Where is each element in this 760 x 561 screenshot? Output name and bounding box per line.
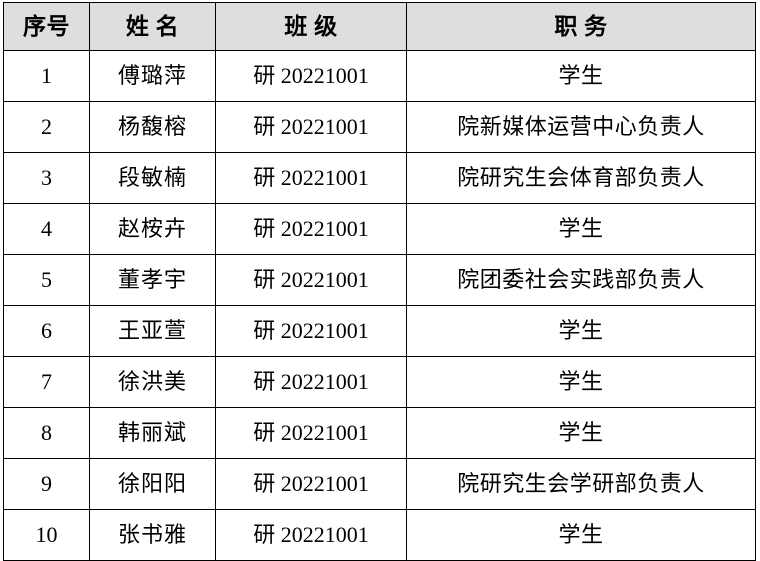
cell-name: 韩丽斌 xyxy=(89,407,216,459)
table-header: 序号 姓 名 班 级 职 务 xyxy=(3,2,756,51)
cell-index: 4 xyxy=(3,203,90,255)
cell-class: 研 20221001 xyxy=(215,356,407,408)
table-row: 10 张书雅 研 20221001 学生 xyxy=(3,509,756,561)
cell-name: 董孝宇 xyxy=(89,254,216,306)
cell-role: 学生 xyxy=(406,356,756,408)
cell-class: 研 20221001 xyxy=(215,407,407,459)
cell-class: 研 20221001 xyxy=(215,203,407,255)
cell-class: 研 20221001 xyxy=(215,254,407,306)
cell-role: 院研究生会学研部负责人 xyxy=(406,458,756,510)
cell-name: 傅璐萍 xyxy=(89,50,216,102)
cell-name: 王亚萱 xyxy=(89,305,216,357)
cell-name: 徐洪美 xyxy=(89,356,216,408)
cell-role: 学生 xyxy=(406,50,756,102)
cell-role: 学生 xyxy=(406,305,756,357)
table-body: 1 傅璐萍 研 20221001 学生 2 杨馥榕 研 20221001 院新媒… xyxy=(3,50,756,561)
table-row: 8 韩丽斌 研 20221001 学生 xyxy=(3,407,756,459)
cell-role: 院研究生会体育部负责人 xyxy=(406,152,756,204)
cell-role: 学生 xyxy=(406,407,756,459)
cell-role: 学生 xyxy=(406,203,756,255)
table-row: 9 徐阳阳 研 20221001 院研究生会学研部负责人 xyxy=(3,458,756,510)
student-roster-table: 序号 姓 名 班 级 职 务 1 傅璐萍 研 20221001 学生 2 杨馥榕… xyxy=(3,2,756,561)
cell-name: 杨馥榕 xyxy=(89,101,216,153)
cell-class: 研 20221001 xyxy=(215,101,407,153)
cell-role: 院新媒体运营中心负责人 xyxy=(406,101,756,153)
table-header-row: 序号 姓 名 班 级 职 务 xyxy=(3,2,756,51)
cell-index: 3 xyxy=(3,152,90,204)
cell-index: 9 xyxy=(3,458,90,510)
table-row: 1 傅璐萍 研 20221001 学生 xyxy=(3,50,756,102)
table-row: 2 杨馥榕 研 20221001 院新媒体运营中心负责人 xyxy=(3,101,756,153)
column-header-index: 序号 xyxy=(3,2,90,51)
table-row: 5 董孝宇 研 20221001 院团委社会实践部负责人 xyxy=(3,254,756,306)
column-header-name: 姓 名 xyxy=(89,2,216,51)
table-row: 6 王亚萱 研 20221001 学生 xyxy=(3,305,756,357)
cell-index: 5 xyxy=(3,254,90,306)
cell-index: 7 xyxy=(3,356,90,408)
cell-name: 徐阳阳 xyxy=(89,458,216,510)
cell-index: 8 xyxy=(3,407,90,459)
table-row: 3 段敏楠 研 20221001 院研究生会体育部负责人 xyxy=(3,152,756,204)
cell-index: 10 xyxy=(3,509,90,561)
cell-role: 院团委社会实践部负责人 xyxy=(406,254,756,306)
cell-class: 研 20221001 xyxy=(215,152,407,204)
cell-class: 研 20221001 xyxy=(215,458,407,510)
cell-index: 6 xyxy=(3,305,90,357)
table-row: 4 赵桉卉 研 20221001 学生 xyxy=(3,203,756,255)
cell-name: 赵桉卉 xyxy=(89,203,216,255)
cell-index: 1 xyxy=(3,50,90,102)
column-header-role: 职 务 xyxy=(406,2,756,51)
cell-class: 研 20221001 xyxy=(215,305,407,357)
cell-name: 张书雅 xyxy=(89,509,216,561)
cell-index: 2 xyxy=(3,101,90,153)
cell-name: 段敏楠 xyxy=(89,152,216,204)
cell-class: 研 20221001 xyxy=(215,50,407,102)
table-row: 7 徐洪美 研 20221001 学生 xyxy=(3,356,756,408)
column-header-class: 班 级 xyxy=(215,2,407,51)
